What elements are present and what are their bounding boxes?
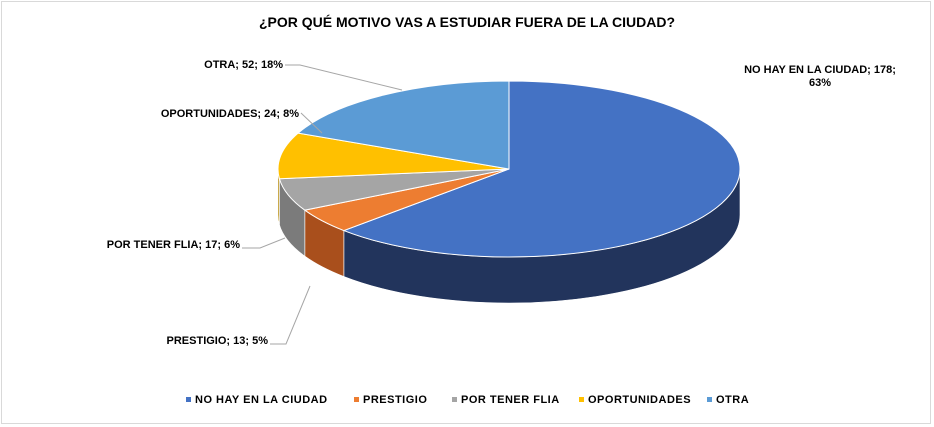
legend-swatch <box>354 397 359 402</box>
leader-line-por-tener-flia <box>242 237 286 249</box>
chart-title: ¿POR QUÉ MOTIVO VAS A ESTUDIAR FUERA DE … <box>259 14 675 30</box>
legend-item-no-hay-en-la-ciudad: NO HAY EN LA CIUDAD <box>186 394 328 406</box>
legend: NO HAY EN LA CIUDAD PRESTIGIO POR TENER FL… <box>186 394 749 406</box>
legend-item-prestigio: PRESTIGIO <box>354 394 427 406</box>
data-label-por-tener-flia: POR TENER FLIA; 17; 6% <box>107 239 240 251</box>
pie-tops <box>277 80 741 258</box>
legend-swatch <box>452 397 457 402</box>
data-label-no-hay-en-la-ciudad: NO HAY EN LA CIUDAD; 178; 63% <box>744 64 896 89</box>
slice-otra <box>296 80 510 170</box>
leader-line-otra <box>285 64 403 91</box>
data-labels: NO HAY EN LA CIUDAD; 178; 63% PRESTIGIO; 1… <box>107 59 896 347</box>
leader-line-oportunidades <box>300 112 323 134</box>
legend-item-por-tener-flia: POR TENER FLIA <box>452 394 560 406</box>
slice-no-hay-en-la-ciudad <box>342 80 741 258</box>
slice-oportunidades <box>277 132 510 180</box>
legend-label: OTRA <box>716 394 749 406</box>
legend-label: POR TENER FLIA <box>461 394 560 406</box>
data-label-oportunidades: OPORTUNIDADES; 24; 8% <box>161 108 299 120</box>
legend-label: NO HAY EN LA CIUDAD <box>195 394 328 406</box>
legend-label: PRESTIGIO <box>363 394 427 406</box>
legend-swatch <box>186 397 191 402</box>
legend-swatch <box>707 397 712 402</box>
data-label-otra: OTRA; 52; 18% <box>204 59 283 71</box>
legend-swatch <box>579 397 584 402</box>
leader-lines <box>242 64 403 345</box>
legend-item-otra: OTRA <box>707 394 749 406</box>
legend-item-oportunidades: OPORTUNIDADES <box>579 394 691 406</box>
data-label-prestigio: PRESTIGIO; 13; 5% <box>167 335 269 347</box>
legend-label: OPORTUNIDADES <box>588 394 691 406</box>
leader-line-prestigio <box>270 285 311 345</box>
